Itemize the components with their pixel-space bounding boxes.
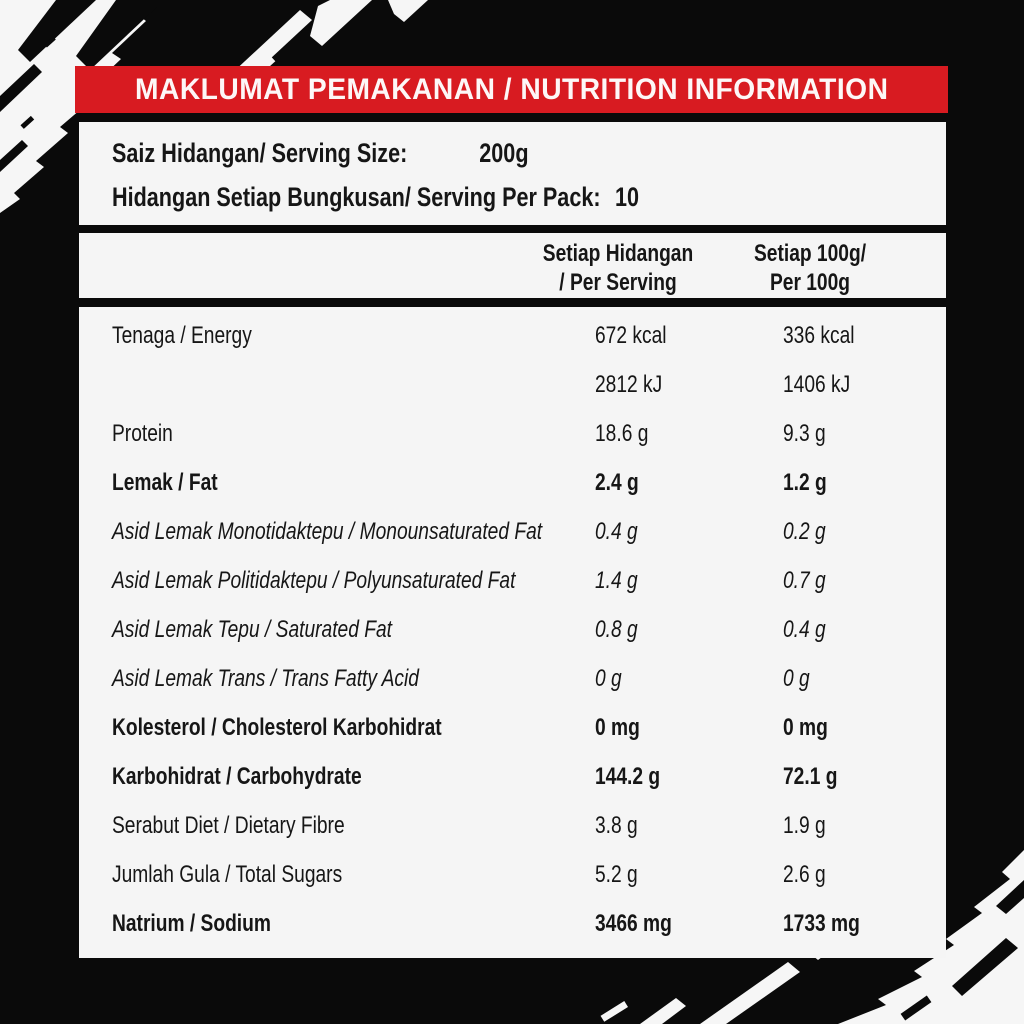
- row-label: Asid Lemak Monotidaktepu / Monounsaturat…: [112, 518, 543, 545]
- table-row: 2812 kJ 1406 kJ: [79, 360, 946, 409]
- row-label: Kolesterol / Cholesterol Karbohidrat: [112, 714, 442, 741]
- row-label: Serabut Diet / Dietary Fibre: [112, 812, 345, 839]
- row-label: Protein: [112, 420, 173, 447]
- serving-size-value: 200g: [479, 138, 529, 168]
- value-per-100g: 1733 mg: [783, 910, 860, 937]
- row-label: Karbohidrat / Carbohydrate: [112, 763, 362, 790]
- value-per-100g: 1.9 g: [783, 812, 826, 839]
- table-row: Asid Lemak Trans / Trans Fatty Acid 0 g …: [79, 654, 946, 703]
- value-per-100g: 0 g: [783, 665, 810, 692]
- column-header-line: Setiap Hidangan: [542, 240, 694, 267]
- value-per-100g: 0.2 g: [783, 518, 826, 545]
- value-per-serving: 0.8 g: [595, 616, 638, 643]
- value-per-serving: 5.2 g: [595, 861, 638, 888]
- value-per-100g: 0 mg: [783, 714, 828, 741]
- value-per-serving: 0.4 g: [595, 518, 638, 545]
- row-label: Asid Lemak Trans / Trans Fatty Acid: [112, 665, 419, 692]
- nutrition-table: Tenaga / Energy 672 kcal 336 kcal 2812 k…: [79, 311, 946, 948]
- row-label: Jumlah Gula / Total Sugars: [112, 861, 343, 888]
- value-per-serving: 1.4 g: [595, 567, 638, 594]
- value-per-100g: 0.7 g: [783, 567, 826, 594]
- servings-per-pack-value: 10: [614, 182, 639, 212]
- value-per-100g: 9.3 g: [783, 420, 826, 447]
- column-header-line: Setiap 100g/: [753, 240, 867, 267]
- value-per-serving: 144.2 g: [595, 763, 661, 790]
- row-label: Asid Lemak Tepu / Saturated Fat: [112, 616, 392, 643]
- row-label: Asid Lemak Politidaktepu / Polyunsaturat…: [112, 567, 516, 594]
- nutrition-panel: Saiz Hidangan/ Serving Size: 200g Hidanga…: [79, 122, 946, 958]
- value-per-serving: 3466 mg: [595, 910, 672, 937]
- value-per-100g: 1406 kJ: [783, 371, 851, 398]
- servings-per-pack-row: Hidangan Setiap Bungkusan/ Serving Per P…: [112, 180, 771, 214]
- value-per-serving: 3.8 g: [595, 812, 638, 839]
- row-label: Tenaga / Energy: [112, 322, 252, 349]
- value-per-100g: 2.6 g: [783, 861, 826, 888]
- serving-size-label: Saiz Hidangan/ Serving Size:: [112, 138, 408, 168]
- value-per-100g: 0.4 g: [783, 616, 826, 643]
- nutrition-title: MAKLUMAT PEMAKANAN / NUTRITION INFORMATI…: [134, 72, 889, 106]
- column-header-per-serving: Setiap Hidangan / Per Serving: [508, 239, 728, 297]
- table-row: Jumlah Gula / Total Sugars 5.2 g 2.6 g: [79, 850, 946, 899]
- table-row: Karbohidrat / Carbohydrate 144.2 g 72.1 …: [79, 752, 946, 801]
- table-row: Lemak / Fat 2.4 g 1.2 g: [79, 458, 946, 507]
- value-per-100g: 72.1 g: [783, 763, 838, 790]
- value-per-100g: 1.2 g: [783, 469, 827, 496]
- servings-per-pack-label: Hidangan Setiap Bungkusan/ Serving Per P…: [112, 182, 601, 212]
- divider-top: [79, 225, 946, 233]
- table-row: Protein 18.6 g 9.3 g: [79, 409, 946, 458]
- row-label: Natrium / Sodium: [112, 910, 271, 937]
- table-row: Natrium / Sodium 3466 mg 1733 mg: [79, 899, 946, 948]
- table-row: Asid Lemak Politidaktepu / Polyunsaturat…: [79, 556, 946, 605]
- column-header-per-100g: Setiap 100g/ Per 100g: [720, 239, 900, 297]
- value-per-100g: 336 kcal: [783, 322, 855, 349]
- value-per-serving: 18.6 g: [595, 420, 649, 447]
- value-per-serving: 2812 kJ: [595, 371, 663, 398]
- table-row: Asid Lemak Monotidaktepu / Monounsaturat…: [79, 507, 946, 556]
- value-per-serving: 0 g: [595, 665, 622, 692]
- column-header-line: Per 100g: [769, 269, 851, 296]
- serving-size-row: Saiz Hidangan/ Serving Size: 200g: [112, 136, 633, 170]
- table-row: Serabut Diet / Dietary Fibre 3.8 g 1.9 g: [79, 801, 946, 850]
- column-header-line: / Per Serving: [559, 269, 677, 296]
- divider-header: [79, 298, 946, 307]
- value-per-serving: 0 mg: [595, 714, 640, 741]
- nutrition-title-bar: MAKLUMAT PEMAKANAN / NUTRITION INFORMATI…: [75, 66, 948, 113]
- table-row: Kolesterol / Cholesterol Karbohidrat 0 m…: [79, 703, 946, 752]
- row-label: Lemak / Fat: [112, 469, 218, 496]
- value-per-serving: 2.4 g: [595, 469, 639, 496]
- value-per-serving: 672 kcal: [595, 322, 667, 349]
- table-row: Tenaga / Energy 672 kcal 336 kcal: [79, 311, 946, 360]
- table-row: Asid Lemak Tepu / Saturated Fat 0.8 g 0.…: [79, 605, 946, 654]
